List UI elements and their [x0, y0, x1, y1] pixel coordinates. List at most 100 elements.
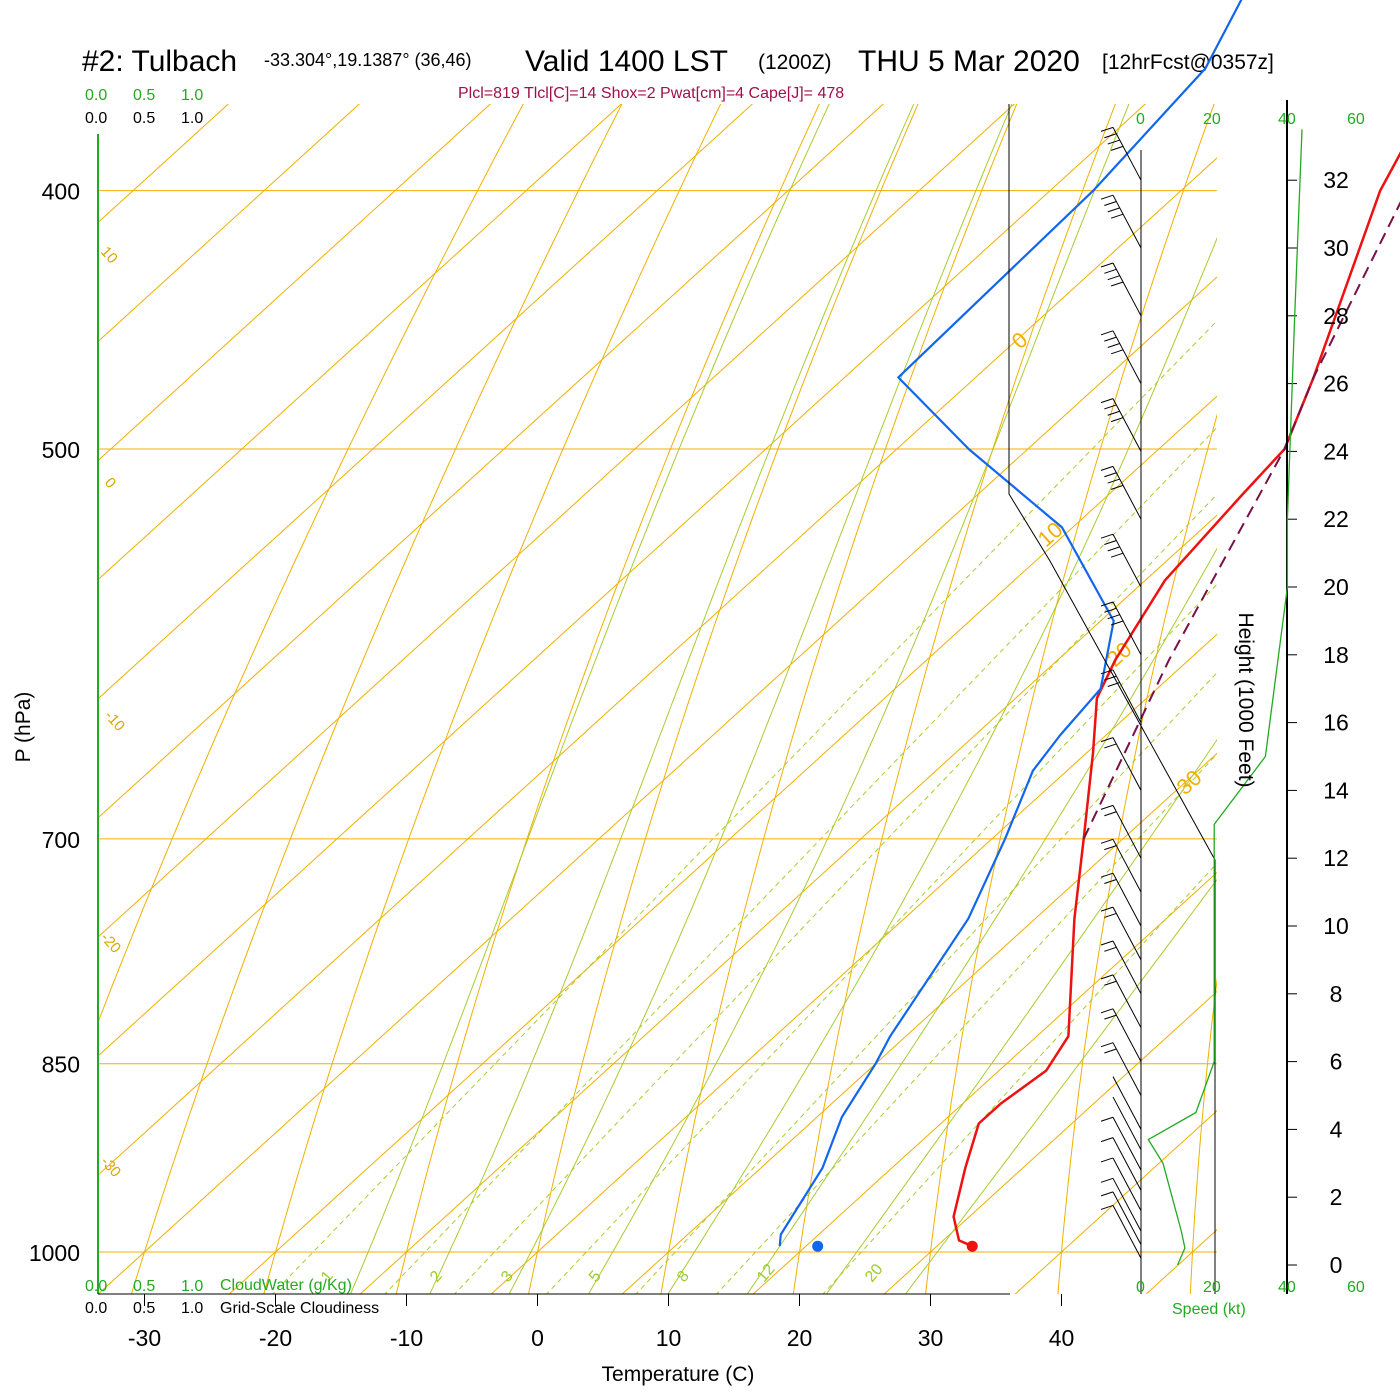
wind-barb-staff — [1112, 466, 1142, 520]
wind-barb-flag — [1104, 675, 1117, 681]
moist-adiabat-line — [904, 878, 1217, 1294]
cloudwater-bottom-tick-2: 1.0 — [181, 1278, 203, 1295]
wind-barb-staff — [1112, 601, 1142, 656]
speed-top-tick-40: 40 — [1278, 111, 1296, 128]
wind-barb-flag — [1100, 872, 1114, 878]
height-tick-label: 26 — [1323, 371, 1349, 397]
isotherm-line — [98, 104, 230, 224]
wind-barb-flag — [1100, 262, 1114, 268]
wind-barb-staff — [1112, 1157, 1142, 1211]
cloudiness-bottom-tick-1: 0.5 — [133, 1300, 155, 1317]
wind-barb-flag — [1104, 1014, 1117, 1020]
isotherm-line — [98, 104, 1147, 1057]
isotherm-label: -10 — [101, 707, 128, 734]
moist-adiabat-line — [429, 104, 915, 1294]
cloudwater-top-tick-1: 0.5 — [133, 87, 155, 104]
height-tick-label: 12 — [1323, 845, 1349, 871]
cloudiness-top-tick-2: 1.0 — [181, 110, 203, 127]
isotherm-line — [621, 752, 1217, 1294]
wind-barb-flag — [1100, 838, 1114, 844]
wind-barb-staff — [1112, 330, 1142, 384]
wind-barb-flag — [1100, 1042, 1114, 1048]
wind-barb-flag — [1100, 974, 1114, 980]
cloudwater-bottom-tick-0: 0.0 — [85, 1278, 107, 1295]
wind-barb-flag — [1107, 275, 1120, 281]
wind-barb-flag — [1104, 1048, 1117, 1054]
wind-barb-flag — [1100, 194, 1114, 200]
wind-barb-flag — [1100, 1157, 1114, 1163]
wind-barb-staff — [1112, 1178, 1142, 1232]
wind-barb-flag — [1100, 398, 1114, 404]
wind-barb-flag — [1110, 145, 1124, 151]
wind-barb-flag — [1107, 342, 1120, 348]
wind-barb-flag — [1100, 1204, 1114, 1210]
x-tick-label: -20 — [259, 1325, 292, 1351]
cloudwater-top-tick-0: 0.0 — [85, 87, 107, 104]
y-tick-label: 1000 — [29, 1240, 80, 1266]
isotherm-label: -30 — [97, 1153, 124, 1180]
moist-adiabat-line — [825, 738, 1217, 1294]
wind-barb-flag — [1107, 139, 1120, 145]
mixing-ratio-label: 8 — [674, 1268, 693, 1286]
wind-barb-staff — [1112, 805, 1142, 859]
dry-adiabat-line — [1323, 0, 1400, 1362]
dry-adiabat-line — [925, 104, 1215, 1294]
isotherm-line — [490, 633, 1217, 1294]
dry-adiabat-line — [528, 104, 919, 1294]
isotherm-line — [98, 104, 754, 700]
wind-barb-flag — [1104, 607, 1117, 613]
dry-adiabat-line — [792, 104, 1116, 1294]
wind-barb-flag — [1104, 336, 1117, 342]
x-tick-label: 30 — [918, 1325, 944, 1351]
y-tick-label: 500 — [42, 437, 80, 463]
mixing-ratio-line — [453, 493, 1217, 1294]
cloudiness-label: Grid-Scale Cloudiness — [220, 1300, 379, 1317]
wind-barb-flag — [1107, 681, 1120, 687]
mixing-ratio-label: 2 — [427, 1268, 446, 1286]
height-tick-label: 32 — [1323, 167, 1349, 193]
cloudiness-bottom-tick-0: 0.0 — [85, 1300, 107, 1317]
isotherm-label: 10 — [97, 243, 121, 267]
wind-barb-flag — [1100, 1116, 1114, 1122]
dry-adiabat-line — [130, 104, 623, 1294]
wind-barb-flag — [1107, 410, 1120, 416]
dry-adiabat-line — [1057, 413, 1217, 1294]
dry-adiabat-line — [98, 104, 524, 1024]
wind-barb-staff — [1112, 1042, 1142, 1096]
wind-barb-flag — [1104, 540, 1117, 546]
isotherm-line — [752, 871, 1217, 1294]
cloudwater-top-tick-2: 1.0 — [181, 87, 203, 104]
wind-barb-flag — [1110, 552, 1124, 558]
height-tick-label: 16 — [1323, 710, 1349, 736]
wind-barb-flag — [1110, 620, 1124, 626]
height-tick-label: 20 — [1323, 574, 1349, 600]
background-grid — [98, 0, 1400, 1362]
moist-adiabat-line — [508, 104, 1013, 1294]
moist-adiabat-line — [667, 237, 1217, 1294]
height-tick-label: 10 — [1323, 913, 1349, 939]
mixing-ratio-label: 12 — [754, 1261, 779, 1286]
speed-axis-label: Speed (kt) — [1172, 1301, 1246, 1318]
wind-barb-flag — [1104, 472, 1117, 478]
wind-barb-staff — [1112, 1117, 1142, 1171]
height-tick-label: 4 — [1330, 1116, 1343, 1142]
speed-top-tick-0: 0 — [1136, 111, 1145, 128]
wind-barb-staff — [1112, 1076, 1142, 1130]
wind-barb-staff — [1112, 872, 1142, 927]
wind-barb-flag — [1107, 478, 1120, 484]
dry-adiabat-line — [395, 104, 820, 1294]
series-parcel — [1082, 201, 1400, 840]
x-tick-label: 40 — [1049, 1325, 1075, 1351]
moist-adiabat-line — [349, 104, 830, 1294]
wind-barb-flag — [1100, 669, 1114, 675]
wind-barb-flag — [1110, 417, 1124, 423]
y-axis-title: P (hPa) — [12, 692, 35, 763]
wind-barb-flag — [1104, 743, 1117, 749]
y-tick-label: 850 — [42, 1052, 80, 1078]
isotherm-label: -20 — [97, 929, 124, 956]
mixing-ratio-line — [635, 671, 1217, 1294]
wind-barb-flag — [1100, 330, 1114, 336]
series-dew-point — [778, 0, 1243, 1247]
